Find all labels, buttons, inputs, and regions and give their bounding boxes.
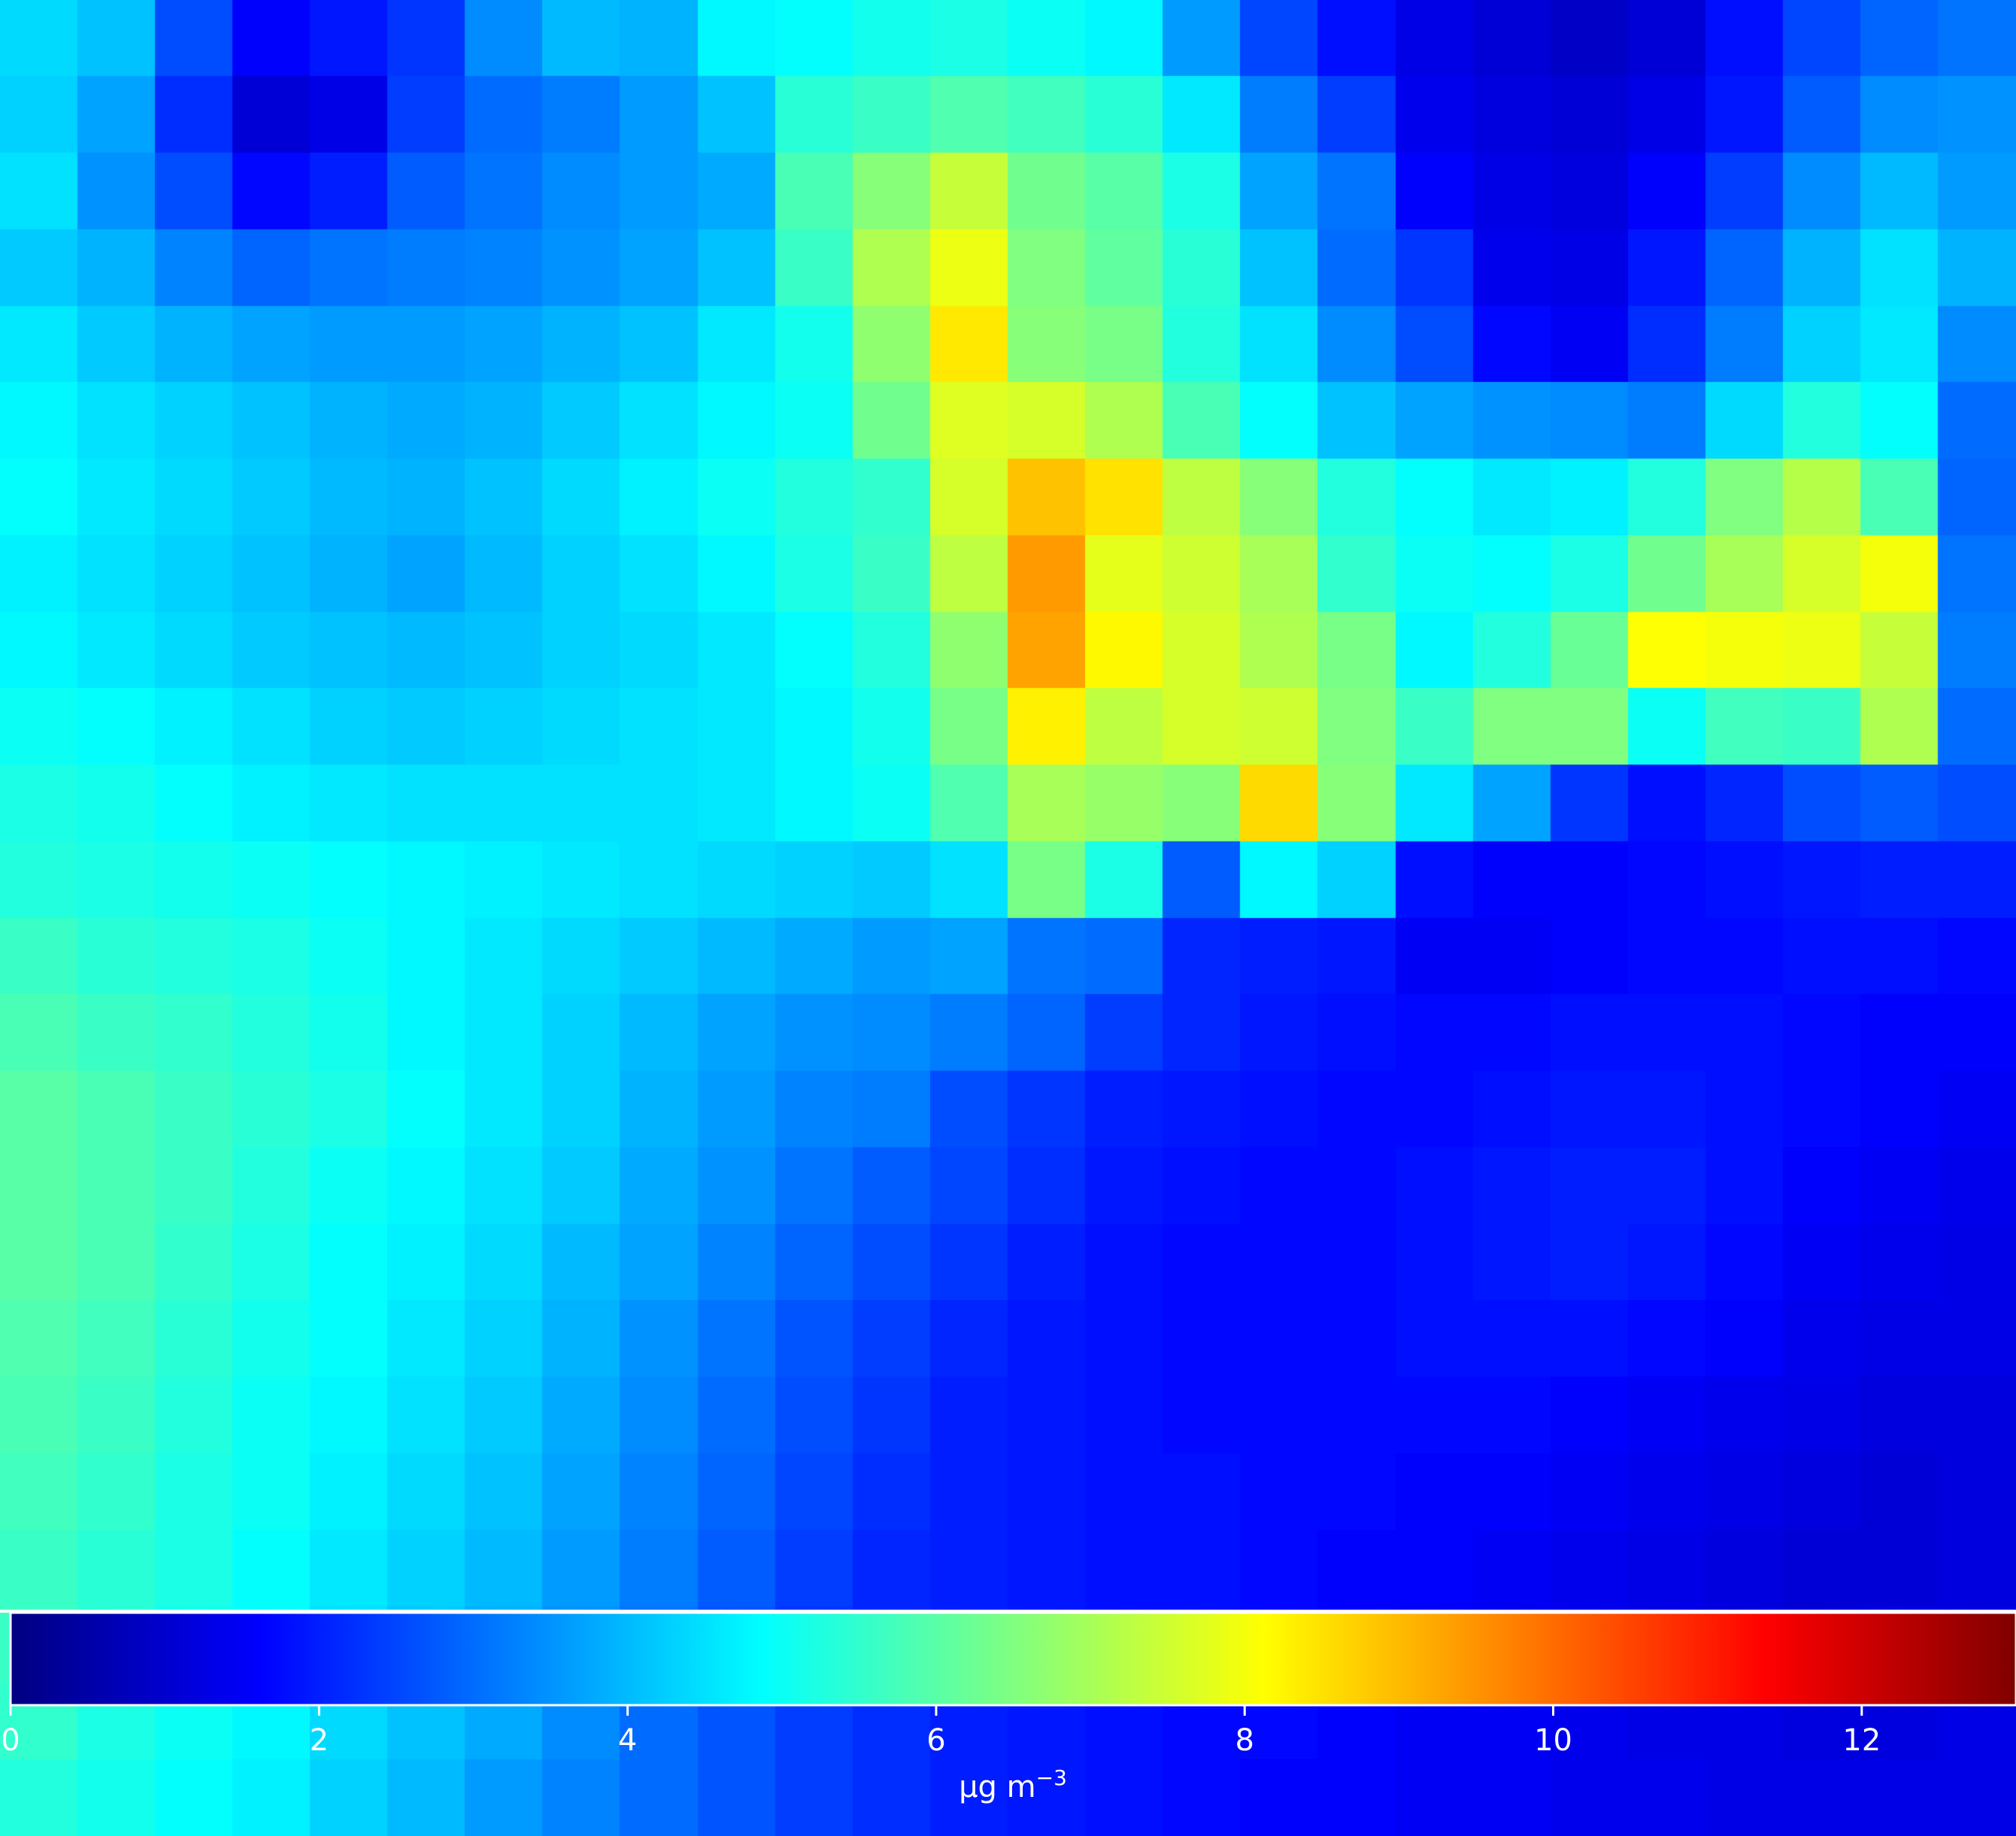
colorbar: 0 2 4 6 8 10 12 µg m−3	[1, 1611, 2016, 1804]
colorbar-unit-label: µg m−3	[959, 1765, 1067, 1804]
colorbar-tick-label: 0	[1, 1723, 20, 1758]
colorbar-tick-label: 12	[1842, 1723, 1881, 1758]
colorbar-tick-label: 2	[310, 1723, 329, 1758]
colorbar-tick-label: 10	[1534, 1723, 1572, 1758]
colorbar-ticks: 0 2 4 6 8 10 12	[1, 1705, 1881, 1758]
colorbar-frame	[9, 1611, 2016, 1707]
colorbar-tick-label: 4	[618, 1723, 637, 1758]
colorbar-unit-exponent: −3	[1036, 1765, 1067, 1790]
colorbar-unit-main: µg m	[959, 1770, 1036, 1804]
colorbar-tick-label: 6	[926, 1723, 945, 1758]
colorbar-tick-label: 8	[1235, 1723, 1254, 1758]
